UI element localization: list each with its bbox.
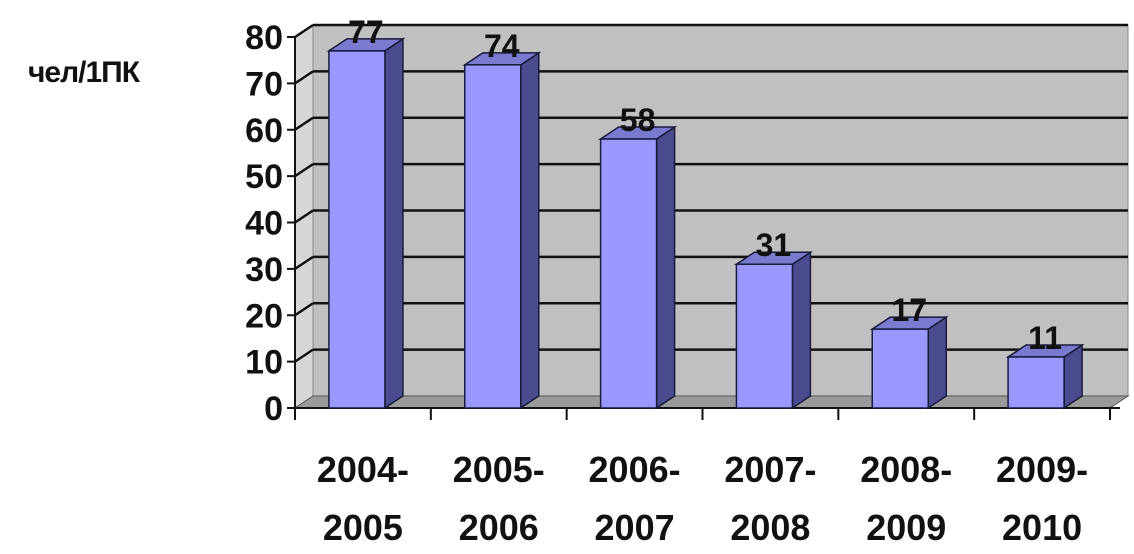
bar-side xyxy=(927,315,947,410)
y-axis-label: чел/1ПК xyxy=(28,56,140,89)
data-label: 11 xyxy=(1028,320,1062,356)
x-tick-label: 2007- xyxy=(724,449,816,490)
y-tick-label: 50 xyxy=(245,158,283,196)
bar xyxy=(328,50,386,409)
x-tick-label: 2006 xyxy=(459,507,539,548)
x-tick-label: 2004- xyxy=(317,449,409,490)
bar-side xyxy=(655,125,676,410)
bar-side xyxy=(384,37,404,410)
gridline-side xyxy=(294,23,314,39)
x-tick-label: 2008 xyxy=(730,507,810,548)
x-tick-label: 2007 xyxy=(595,507,675,548)
y-tick-label: 40 xyxy=(245,205,283,243)
data-label: 77 xyxy=(348,14,384,50)
y-tick-label: 70 xyxy=(245,65,283,103)
bar-side xyxy=(520,51,540,410)
x-tick-label: 2009- xyxy=(996,449,1088,490)
data-label: 74 xyxy=(484,28,520,64)
x-tick-label: 2005- xyxy=(453,449,545,490)
x-tick-label: 2010 xyxy=(1002,507,1082,548)
x-tick-label: 2006- xyxy=(589,449,681,490)
y-tick-label: 60 xyxy=(245,112,283,150)
bar-side xyxy=(791,250,812,410)
gridline-side xyxy=(294,163,314,178)
gridline-side xyxy=(294,116,314,131)
y-tick-label: 10 xyxy=(245,344,283,382)
bar xyxy=(871,328,929,409)
data-label: 31 xyxy=(756,227,792,263)
gridline-side xyxy=(294,348,314,363)
x-tick-label: 2008- xyxy=(860,449,952,490)
bar xyxy=(464,64,522,409)
bar xyxy=(735,263,794,409)
chart-floor xyxy=(293,395,1130,409)
x-tick-label: 2005 xyxy=(323,507,403,548)
gridline-side xyxy=(294,255,314,270)
data-label: 17 xyxy=(891,292,927,328)
gridline-side xyxy=(294,302,314,317)
gridline-side xyxy=(294,209,314,224)
y-tick-label: 80 xyxy=(245,19,283,57)
gridline-side xyxy=(294,70,314,85)
y-tick-label: 20 xyxy=(245,297,283,335)
x-tick-label: 2009 xyxy=(866,507,946,548)
bar xyxy=(1007,356,1065,409)
y-tick-label: 0 xyxy=(264,390,283,428)
data-label: 58 xyxy=(620,102,656,138)
y-tick-label: 30 xyxy=(245,251,283,289)
bar xyxy=(599,138,658,409)
